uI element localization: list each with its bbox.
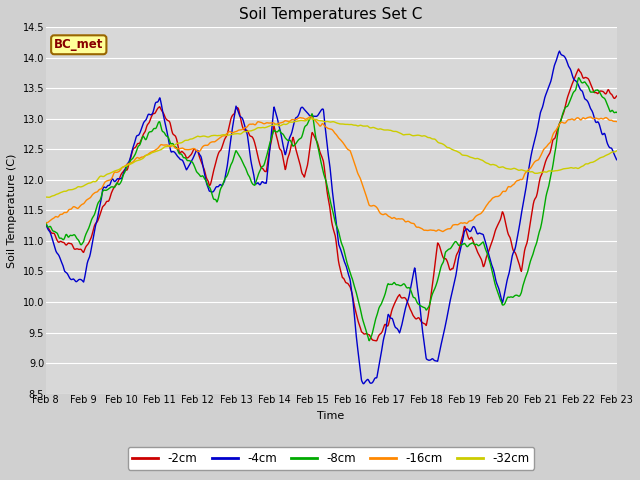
X-axis label: Time: Time: [317, 410, 345, 420]
Text: BC_met: BC_met: [54, 38, 104, 51]
Title: Soil Temperatures Set C: Soil Temperatures Set C: [239, 7, 423, 22]
Y-axis label: Soil Temperature (C): Soil Temperature (C): [7, 153, 17, 268]
Legend: -2cm, -4cm, -8cm, -16cm, -32cm: -2cm, -4cm, -8cm, -16cm, -32cm: [128, 447, 534, 469]
